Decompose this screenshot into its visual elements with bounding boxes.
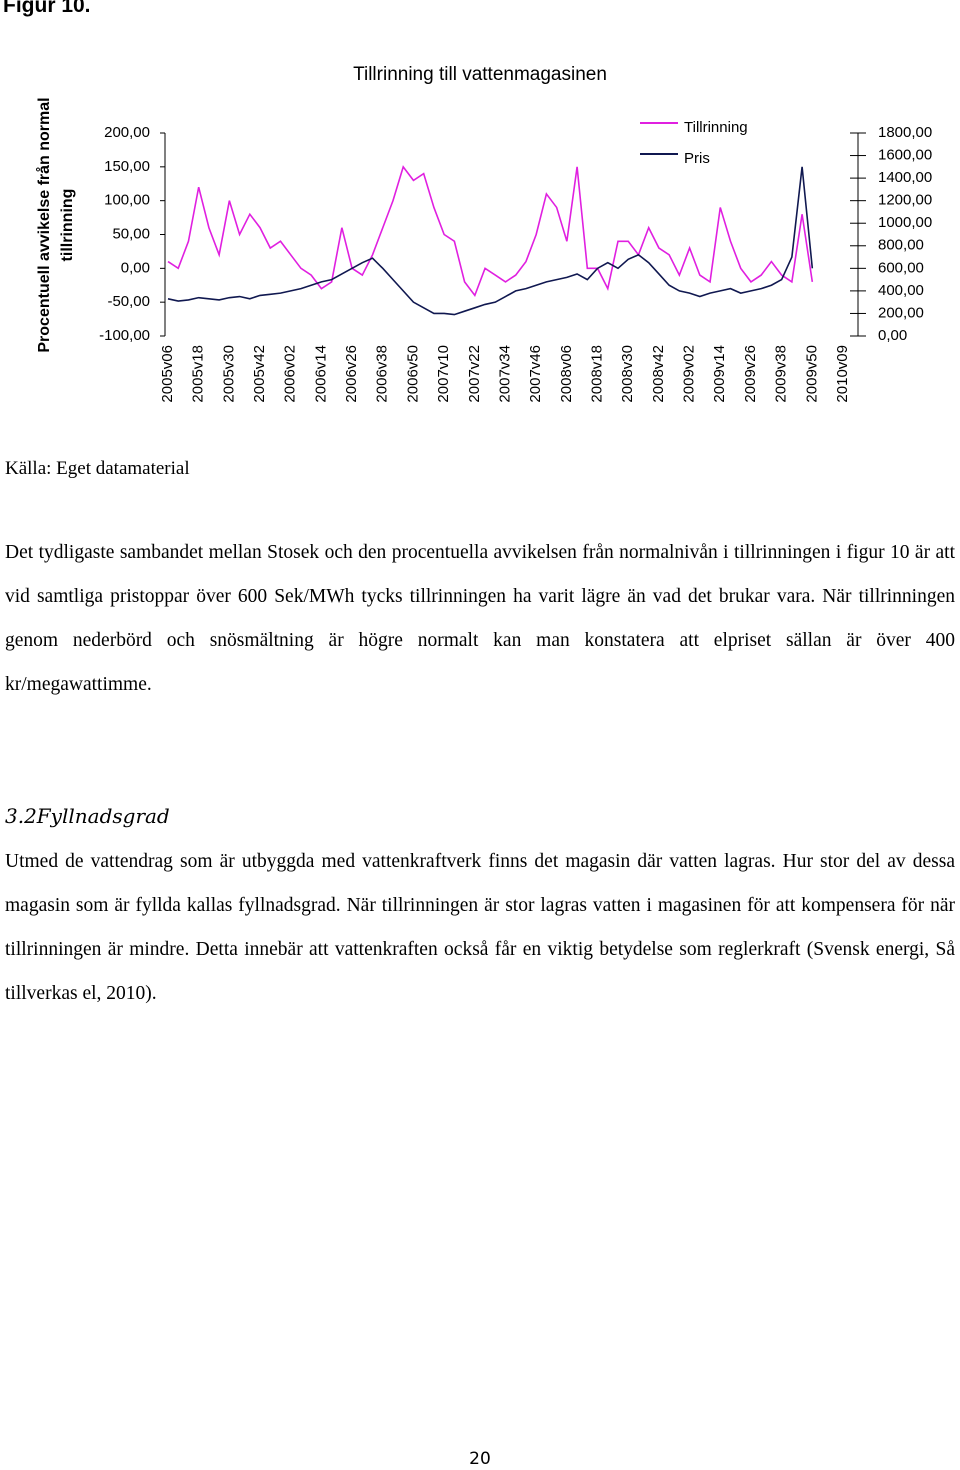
x-tick-label: 2009v02 — [681, 345, 698, 403]
x-tick-label: 2008v30 — [619, 345, 636, 403]
x-tick-label: 2008v42 — [650, 345, 667, 403]
x-tick-label: 2009v50 — [803, 345, 820, 403]
y2-tick-label: 1600,00 — [878, 147, 932, 164]
y2-tick-label: 200,00 — [878, 304, 924, 321]
x-tick-label: 2006v02 — [282, 345, 299, 403]
figure-label: Figur 10. — [3, 0, 91, 17]
y-tick-label: 100,00 — [104, 192, 150, 209]
paragraph: Utmed de vattendrag som är utbyggda med … — [5, 851, 955, 1004]
y-tick-label: 0,00 — [121, 259, 150, 276]
heading: 3.2Fyllnadsgrad — [5, 804, 170, 828]
paragraph: Det tydligaste sambandet mellan Stosek o… — [5, 542, 955, 695]
x-tick-label: 2005v18 — [190, 345, 207, 403]
y2-tick-label: 1000,00 — [878, 214, 932, 231]
y2-tick-label: 400,00 — [878, 282, 924, 299]
x-tick-label: 2009v14 — [711, 345, 728, 403]
chart: Tillrinning till vattenmagasinen Procent… — [35, 64, 932, 403]
y-tick-label: 200,00 — [104, 124, 150, 141]
series-line — [167, 165, 814, 298]
y-axis-title: tillrinning — [59, 189, 76, 262]
x-tick-label: 2007v22 — [466, 345, 483, 403]
y-axis-title: Procentuell avvikelse från normal — [35, 97, 53, 352]
y-tick-label: -100,00 — [99, 327, 150, 344]
x-tick-label: 2005v42 — [251, 345, 268, 403]
legend-label: Pris — [684, 150, 710, 167]
x-tick-label: 2005v30 — [220, 345, 237, 403]
x-tick-label: 2006v38 — [374, 345, 391, 403]
series-line — [167, 166, 814, 316]
y2-tick-label: 1800,00 — [878, 124, 932, 141]
x-tick-label: 2008v18 — [589, 345, 606, 403]
page-number: 20 — [469, 1449, 491, 1469]
y-tick-label: 50,00 — [112, 225, 150, 242]
x-tick-label: 2007v46 — [527, 345, 544, 403]
x-tick-label: 2008v06 — [558, 345, 575, 403]
y-tick-label: 150,00 — [104, 158, 150, 175]
y2-tick-label: 800,00 — [878, 237, 924, 254]
y2-tick-label: 0,00 — [878, 327, 907, 344]
x-tick-label: 2005v06 — [159, 345, 176, 403]
x-tick-label: 2009v38 — [773, 345, 790, 403]
legend-label: Tillrinning — [684, 119, 748, 136]
x-tick-label: 2006v50 — [404, 345, 421, 403]
source: Källa: Eget datamaterial — [5, 458, 190, 479]
y2-tick-label: 600,00 — [878, 259, 924, 276]
x-tick-label: 2010v09 — [834, 345, 851, 403]
x-tick-label: 2006v14 — [312, 345, 329, 403]
chart-title: Tillrinning till vattenmagasinen — [353, 64, 607, 85]
x-tick-label: 2007v34 — [496, 345, 513, 403]
x-tick-label: 2009v26 — [742, 345, 759, 403]
y-tick-label: -50,00 — [107, 293, 150, 310]
x-tick-label: 2006v26 — [343, 345, 360, 403]
y2-tick-label: 1200,00 — [878, 192, 932, 209]
y2-tick-label: 1400,00 — [878, 169, 932, 186]
x-tick-label: 2007v10 — [435, 345, 452, 403]
